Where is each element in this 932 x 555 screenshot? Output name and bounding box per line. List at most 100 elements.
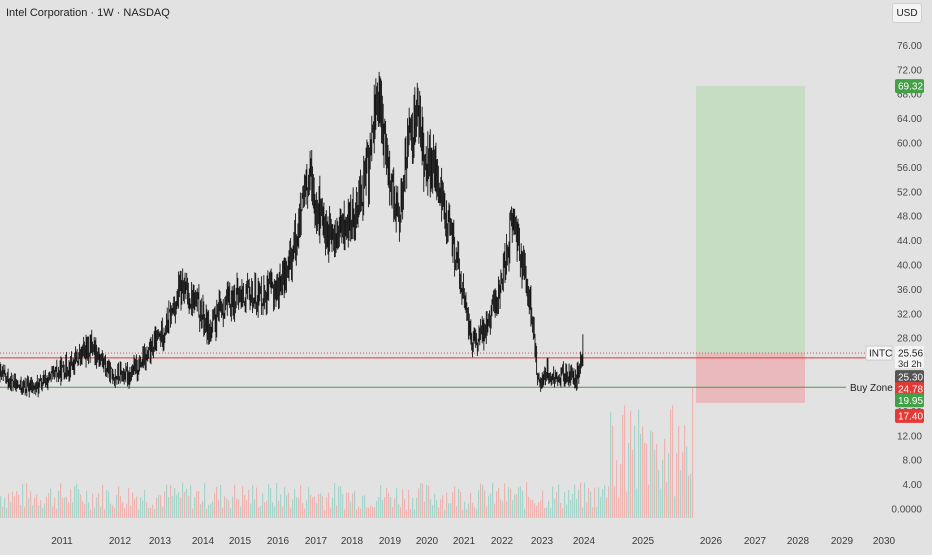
volume-bar — [654, 450, 656, 518]
time-axis[interactable]: 2011 2012 2013 2014 2015 2016 2017 2018 2019 2020… — [51, 536, 895, 547]
volume-bar — [500, 499, 502, 518]
volume-bar — [10, 502, 12, 518]
volume-bar — [660, 488, 662, 518]
volume-bar — [212, 501, 214, 518]
stop-level-label: 17.40 — [898, 411, 923, 422]
volume-bar — [64, 497, 66, 518]
green-level-label: 19.95 — [898, 396, 923, 407]
volume-bar — [398, 504, 400, 518]
volume-bar — [582, 507, 584, 518]
volume-bar — [206, 509, 208, 518]
volume-bar — [166, 484, 168, 518]
volume-bar — [648, 484, 650, 518]
volume-bar — [618, 497, 620, 518]
volume-bar — [394, 498, 396, 518]
volume-bar — [18, 494, 20, 518]
profit-zone[interactable] — [696, 86, 805, 354]
volume-bar — [584, 482, 586, 518]
volume-bar — [238, 499, 240, 518]
gray-level-label-bg — [895, 370, 924, 385]
volume-bar — [554, 498, 556, 518]
volume-bar — [94, 507, 96, 518]
volume-bar — [24, 506, 26, 518]
volume-bar — [338, 486, 340, 518]
red-level-label: 24.78 — [898, 385, 923, 396]
volume-bar — [230, 508, 232, 518]
volume-bar — [144, 489, 146, 518]
volume-bar — [54, 497, 56, 518]
y-tick-label: 28.00 — [897, 334, 922, 345]
volume-bar — [68, 502, 70, 518]
volume-bar — [364, 495, 366, 518]
volume-bar — [498, 487, 500, 518]
volume-bar — [470, 492, 472, 518]
volume-bar — [272, 502, 274, 518]
volume-bar — [376, 501, 378, 518]
volume-bar — [408, 489, 410, 518]
volume-bar — [414, 509, 416, 518]
x-tick-label: 2020 — [416, 536, 439, 547]
volume-bar — [146, 502, 148, 518]
volume-bar — [16, 491, 18, 518]
volume-bar — [90, 509, 92, 518]
volume-bar — [268, 484, 270, 518]
volume-bar — [536, 505, 538, 518]
y-tick-label: 76.00 — [897, 41, 922, 52]
volume-bar — [124, 508, 126, 518]
volume-bar — [74, 485, 76, 518]
volume-bar — [546, 507, 548, 518]
volume-bar — [340, 486, 342, 518]
volume-bar — [472, 502, 474, 518]
volume-bar — [108, 491, 110, 518]
x-tick-label: 2026 — [700, 536, 723, 547]
volume-bar — [182, 482, 184, 518]
volume-bar — [456, 506, 458, 518]
volume-bar — [70, 489, 72, 518]
volume-bar — [304, 508, 306, 518]
volume-bar — [504, 483, 506, 518]
volume-bar — [380, 485, 382, 518]
volume-bar — [244, 494, 246, 518]
volume-bar — [502, 501, 504, 518]
volume-bar — [8, 493, 10, 518]
volume-bar — [556, 492, 558, 518]
volume-bar — [404, 498, 406, 518]
symbol-label-bg — [865, 345, 893, 361]
volume-bar — [550, 507, 552, 518]
volume-bar — [384, 496, 386, 518]
volume-bar — [52, 506, 54, 518]
volume-bar — [300, 485, 302, 518]
position-zones[interactable] — [696, 86, 805, 403]
currency-button[interactable]: USD — [892, 3, 922, 23]
volume-bar — [542, 490, 544, 518]
volume-bar — [294, 488, 296, 518]
volume-bar — [668, 453, 670, 518]
volume-bar — [122, 502, 124, 518]
volume-bar — [600, 496, 602, 518]
volume-bar — [482, 485, 484, 518]
volume-bar — [14, 496, 16, 518]
volume-bar — [630, 410, 632, 518]
volume-bar — [88, 502, 90, 518]
volume-bar — [522, 490, 524, 518]
y-tick-label: 44.00 — [897, 236, 922, 247]
volume-bar — [12, 491, 14, 518]
loss-zone[interactable] — [696, 353, 805, 403]
volume-bar — [488, 495, 490, 518]
volume-bar — [162, 506, 164, 518]
volume-bar — [98, 493, 100, 518]
x-tick-label: 2027 — [744, 536, 767, 547]
volume-bar — [310, 494, 312, 518]
volume-bar — [222, 507, 224, 518]
volume-bar — [290, 507, 292, 518]
volume-bar — [636, 488, 638, 518]
volume-bar — [402, 488, 404, 518]
y-tick-label: 48.00 — [897, 212, 922, 223]
last-price-box — [895, 346, 924, 369]
volume-bar — [48, 493, 50, 518]
volume-bar — [148, 507, 150, 518]
volume-bar — [344, 509, 346, 518]
volume-bar — [388, 492, 390, 518]
